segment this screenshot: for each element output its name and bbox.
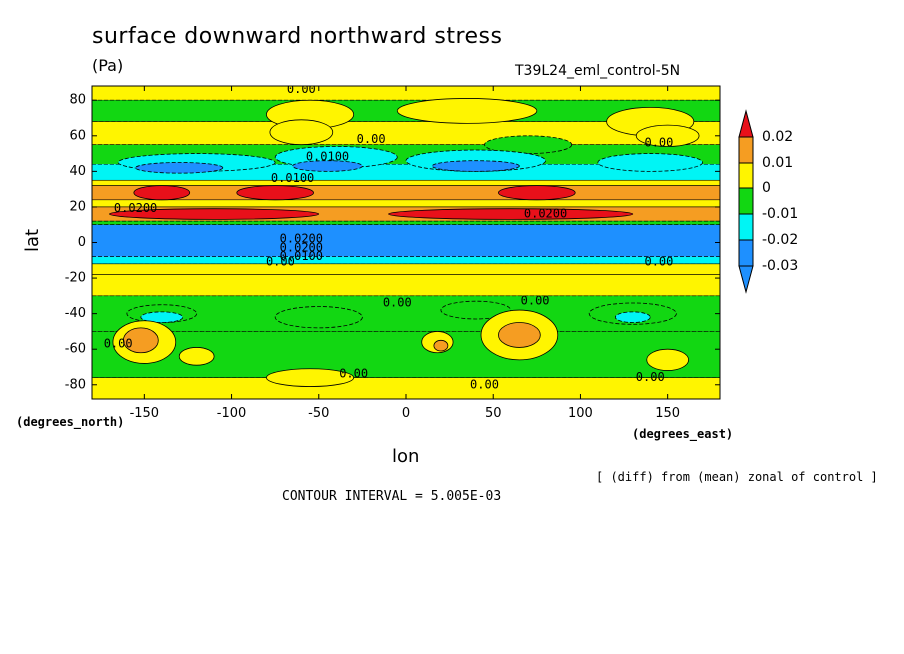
x-tick-label-4: 50 (485, 406, 502, 421)
contour-feature-25 (123, 327, 159, 354)
zonal-band-9 (92, 220, 720, 226)
contour-feature-22 (140, 311, 184, 323)
diff-note: [ (diff) from (mean) zonal of control ] (596, 470, 878, 484)
contour-label-7: 0.0200 (280, 231, 323, 245)
zonal-band-12 (92, 263, 720, 275)
contour-feature-19 (440, 300, 512, 320)
contour-feature-14 (236, 185, 314, 201)
experiment-label: T39L24_eml_control-5N (515, 63, 681, 79)
x-tick-label-6: 150 (655, 406, 680, 421)
contour-feature-4 (635, 124, 700, 147)
contour-feature-13 (133, 185, 191, 201)
contour-label-0: 0.00 (287, 82, 316, 96)
contour-feature-15 (498, 185, 576, 201)
y-tick-label-5: -20 (65, 271, 86, 286)
y-tick-label-3: 20 (69, 199, 86, 214)
contour-label-3: 0.00 (644, 135, 673, 149)
legend-label-4: -0.02 (762, 232, 798, 248)
legend-swatch-2 (738, 162, 754, 189)
contour-feature-11 (292, 160, 363, 172)
y-axis-units: (degrees_north) (16, 415, 125, 429)
x-axis-label: lon (392, 446, 420, 467)
x-axis-units: (degrees_east) (632, 427, 734, 441)
contour-label-10: 0.00 (266, 255, 295, 269)
contour-feature-32 (266, 368, 355, 387)
legend-swatch-3 (738, 187, 754, 215)
x-tick-label-0: -150 (130, 406, 160, 421)
legend-swatch-0 (738, 109, 754, 138)
zonal-band-11 (92, 256, 720, 265)
legend-swatch-1 (738, 136, 754, 164)
y-tick-label-7: -60 (65, 342, 86, 357)
legend-label-0: 0.02 (762, 129, 793, 145)
zonal-band-10 (92, 224, 720, 258)
contour-feature-27 (498, 322, 541, 348)
contour-label-11: 0.00 (644, 255, 673, 269)
contour-label-15: 0.00 (339, 367, 368, 381)
x-tick-label-5: 100 (568, 406, 593, 421)
y-tick-label-6: -40 (65, 306, 86, 321)
contour-feature-1 (396, 98, 538, 124)
contour-label-5: 0.0200 (114, 201, 157, 215)
contour-feature-29 (433, 339, 449, 352)
contour-label-8: 0.0200 (280, 240, 323, 254)
y-tick-label-2: 40 (69, 164, 86, 179)
x-tick-label-3: 0 (402, 406, 410, 421)
y-tick-label-8: -80 (65, 377, 86, 392)
x-tick-label-2: -50 (308, 406, 329, 421)
zonal-band-13 (92, 274, 720, 297)
legend-swatch-6 (738, 265, 754, 294)
chart-units: (Pa) (92, 56, 124, 75)
legend-label-5: -0.03 (762, 258, 798, 274)
contour-interval: CONTOUR INTERVAL = 5.005E-03 (282, 489, 502, 504)
contour-label-14: 0.00 (104, 336, 133, 350)
contour-feature-18 (274, 306, 363, 329)
x-tick-label-1: -100 (217, 406, 247, 421)
contour-feature-9 (597, 153, 703, 172)
contour-label-1: 0.00 (357, 132, 386, 146)
legend-label-1: 0.01 (762, 155, 793, 171)
contour-feature-17 (388, 208, 634, 220)
contour-label-13: 0.00 (521, 294, 550, 308)
contour-feature-30 (646, 348, 690, 371)
contour-feature-5 (484, 135, 573, 154)
zonal-band-5 (92, 179, 720, 186)
legend-label-2: 0 (762, 180, 771, 196)
contour-feature-12 (431, 160, 520, 172)
y-tick-label-1: 60 (69, 128, 86, 143)
contour-feature-3 (269, 119, 334, 146)
contour-feature-10 (135, 162, 224, 174)
contour-feature-23 (614, 311, 651, 323)
legend-label-3: -0.01 (762, 206, 798, 222)
contour-feature-16 (109, 208, 320, 220)
contour-label-17: 0.00 (636, 370, 665, 384)
chart-title: surface downward northward stress (92, 24, 503, 49)
contour-label-12: 0.00 (383, 295, 412, 309)
legend-swatch-5 (738, 239, 754, 267)
legend-swatch-4 (738, 213, 754, 241)
y-tick-label-0: 80 (69, 93, 86, 108)
contour-label-9: 0.0100 (280, 249, 323, 263)
contour-feature-31 (178, 347, 215, 366)
contour-label-6: 0.0200 (524, 207, 567, 221)
zonal-band-7 (92, 199, 720, 208)
contour-label-16: 0.00 (470, 377, 499, 391)
y-tick-label-4: 0 (78, 235, 86, 250)
contour-label-4: 0.0100 (271, 171, 314, 185)
contour-label-2: 0.0100 (306, 150, 349, 164)
